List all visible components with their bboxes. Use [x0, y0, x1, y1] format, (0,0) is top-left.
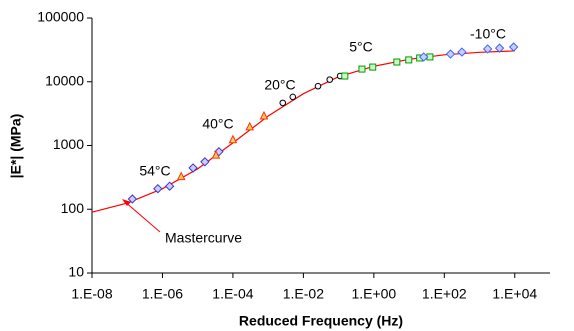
data-point — [508, 42, 519, 52]
data-point — [494, 43, 505, 53]
data-point — [393, 58, 401, 66]
x-tick-label: 1.E-06 — [142, 286, 183, 302]
data-point — [127, 194, 138, 204]
annotation: 20°C — [264, 77, 295, 93]
y-tick-label: 1000 — [53, 136, 84, 152]
data-point — [314, 82, 322, 90]
annotation: -10°C — [470, 26, 506, 42]
x-tick-label: 1.E-02 — [283, 286, 324, 302]
data-point — [200, 157, 210, 167]
x-tick-label: 1.E+04 — [492, 286, 537, 302]
data-point — [445, 49, 456, 59]
data-point — [259, 110, 269, 120]
annotation-arrow — [123, 200, 161, 233]
y-tick-label: 10000 — [45, 72, 84, 88]
data-point — [369, 63, 377, 71]
annotation: 5°C — [349, 39, 373, 55]
data-point — [211, 150, 221, 159]
data-point — [164, 181, 175, 191]
x-tick-label: 1.E+00 — [351, 286, 396, 302]
data-point — [457, 47, 467, 57]
x-tick-label: 1.E-08 — [71, 286, 112, 302]
annotation: 54°C — [139, 163, 170, 179]
data-point — [279, 99, 287, 107]
data-point — [153, 184, 163, 194]
data-point — [341, 72, 349, 80]
y-tick-label: 100000 — [37, 9, 84, 25]
data-point — [358, 65, 366, 73]
data-point — [326, 76, 334, 83]
x-axis-title: Reduced Frequency (Hz) — [239, 313, 403, 329]
data-point — [245, 121, 255, 131]
data-point — [405, 56, 413, 64]
x-tick-label: 1.E-04 — [212, 286, 253, 302]
data-point — [418, 52, 429, 62]
y-tick-label: 10 — [68, 264, 84, 280]
arrow-head — [122, 199, 131, 206]
data-point — [482, 44, 493, 54]
data-point — [289, 93, 297, 101]
data-point — [228, 134, 238, 144]
data-point — [176, 171, 186, 181]
y-tick-label: 100 — [61, 200, 85, 216]
annotation: 40°C — [202, 116, 233, 132]
data-point — [188, 163, 198, 173]
annotation: Mastercurve — [165, 230, 242, 246]
y-axis-title: |E*| (MPa) — [8, 114, 24, 179]
x-tick-label: 1.E+02 — [422, 286, 467, 302]
